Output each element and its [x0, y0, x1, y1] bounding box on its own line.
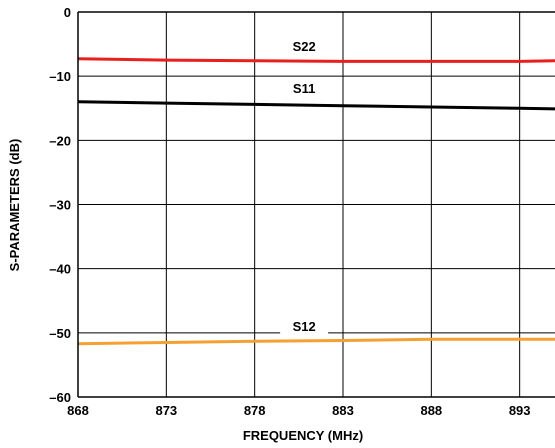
- y-tick-label: 0: [64, 5, 71, 20]
- series-line-s11: [77, 100, 555, 111]
- x-axis-title: FREQUENCY (MHz): [243, 428, 363, 443]
- series-label-backing: [280, 81, 329, 98]
- series-line-s22: [77, 57, 555, 63]
- series-label-s22: S22: [293, 39, 316, 54]
- series-label-s11: S11: [293, 81, 315, 96]
- x-tick-label: 868: [67, 403, 89, 418]
- y-tick-label: –40: [49, 262, 71, 277]
- y-tick-label: –20: [49, 133, 71, 148]
- series-lines: [77, 57, 555, 346]
- y-axis-title: S-PARAMETERS (dB): [7, 139, 22, 272]
- x-tick-label: 873: [155, 403, 177, 418]
- x-tick-label: 893: [509, 403, 531, 418]
- x-tick-label: 888: [420, 403, 442, 418]
- series-line-s12: [77, 337, 555, 346]
- x-tick-label: 883: [332, 403, 354, 418]
- y-tick-label: –30: [49, 198, 71, 213]
- y-tick-label: –60: [49, 390, 71, 405]
- y-tick-label: –50: [49, 326, 71, 341]
- plot-frame: [77, 11, 555, 398]
- grid: [78, 12, 555, 397]
- series-label-backing: [280, 318, 329, 335]
- y-tick-labels: 0 –10 –20 –30 –40 –50 –60: [49, 5, 71, 405]
- series-label-backing: [280, 39, 329, 56]
- x-tick-label: 878: [244, 403, 266, 418]
- x-tick-labels: 868 873 878 883 888 893: [67, 403, 530, 418]
- series-label-s12: S12: [293, 319, 316, 334]
- series-labels: S22 S11 S12: [280, 39, 329, 335]
- y-tick-label: –10: [49, 69, 71, 84]
